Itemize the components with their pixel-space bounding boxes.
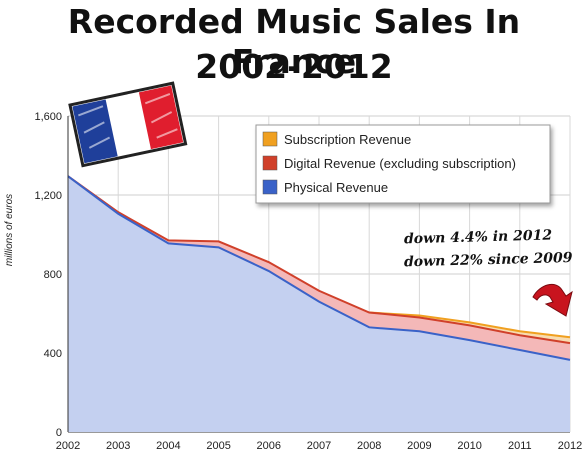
legend-box xyxy=(255,124,551,204)
y-tick-label: 1,600 xyxy=(34,111,62,123)
x-tick-label: 2012 xyxy=(558,440,582,452)
french-flag-icon xyxy=(68,81,188,168)
line-physical xyxy=(67,175,571,361)
line-digital xyxy=(67,175,571,345)
flag-sketch-strokes xyxy=(78,93,178,149)
axes: 0 400 800 1,200 1,600 2002 2003 2004 2005 2006 200… xyxy=(34,111,582,452)
legend: Subscription Revenue Digital Revenue (exc… xyxy=(255,124,551,204)
y-tick-label: 0 xyxy=(56,427,62,439)
y-axis-label: millions of euros xyxy=(4,194,15,266)
legend-label: Subscription Revenue xyxy=(284,132,411,147)
legend-label: Digital Revenue (excluding subscription) xyxy=(284,156,516,171)
chart-areas xyxy=(68,176,570,432)
page-title-line-1: Recorded Music Sales In France xyxy=(67,2,521,81)
x-tick-label: 2010 xyxy=(457,440,481,452)
legend-label: Physical Revenue xyxy=(284,180,388,195)
x-tick-label: 2011 xyxy=(508,440,532,452)
legend-swatch xyxy=(262,131,278,147)
area-digital xyxy=(68,176,570,360)
chart-lines xyxy=(67,175,571,361)
y-tick-label: 400 xyxy=(44,348,62,360)
x-tick-label: 2006 xyxy=(257,440,281,452)
area-physical xyxy=(68,176,570,432)
y-tick-label: 800 xyxy=(44,269,62,281)
line-subscription xyxy=(369,311,571,339)
y-tick-label: 1,200 xyxy=(34,190,62,202)
legend-swatch xyxy=(262,179,278,195)
curved-arrow-icon xyxy=(532,283,573,317)
x-tick-label: 2003 xyxy=(106,440,130,452)
x-tick-label: 2005 xyxy=(206,440,230,452)
page-title-line-2: 2002-2012 xyxy=(195,47,393,86)
x-tick-label: 2008 xyxy=(357,440,381,452)
x-tick-label: 2004 xyxy=(156,440,180,452)
legend-swatch xyxy=(262,155,278,171)
x-tick-label: 2007 xyxy=(307,440,331,452)
x-tick-label: 2009 xyxy=(407,440,431,452)
flag-blue-stripe xyxy=(72,99,118,164)
x-tick-label: 2002 xyxy=(56,440,80,452)
